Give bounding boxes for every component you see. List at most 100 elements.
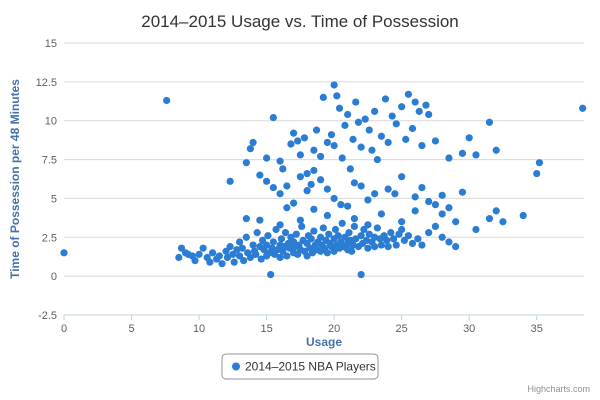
- data-point[interactable]: [226, 177, 234, 185]
- data-point[interactable]: [334, 232, 342, 240]
- data-point[interactable]: [276, 190, 284, 198]
- data-point[interactable]: [330, 81, 338, 89]
- data-point[interactable]: [242, 233, 250, 241]
- data-point[interactable]: [458, 149, 467, 157]
- data-point[interactable]: [414, 235, 422, 243]
- data-point[interactable]: [345, 229, 353, 237]
- data-point[interactable]: [418, 141, 426, 150]
- data-point[interactable]: [325, 230, 333, 238]
- data-point[interactable]: [310, 227, 318, 235]
- data-point[interactable]: [392, 120, 400, 128]
- data-point[interactable]: [276, 221, 284, 229]
- data-point[interactable]: [411, 98, 419, 106]
- data-point[interactable]: [492, 146, 500, 154]
- data-point[interactable]: [485, 118, 494, 126]
- data-point[interactable]: [458, 188, 467, 196]
- data-point[interactable]: [384, 138, 392, 147]
- data-point[interactable]: [392, 241, 400, 249]
- data-point[interactable]: [411, 207, 419, 215]
- data-point[interactable]: [242, 215, 250, 223]
- data-point[interactable]: [398, 103, 406, 111]
- data-point[interactable]: [303, 252, 311, 260]
- data-point[interactable]: [384, 243, 392, 251]
- data-point[interactable]: [452, 243, 460, 251]
- data-point[interactable]: [371, 107, 379, 115]
- data-point[interactable]: [258, 236, 267, 244]
- data-point[interactable]: [199, 244, 207, 252]
- data-point[interactable]: [317, 176, 325, 184]
- data-point[interactable]: [246, 253, 254, 262]
- data-point[interactable]: [262, 154, 271, 162]
- data-point[interactable]: [331, 225, 340, 234]
- data-point[interactable]: [381, 95, 390, 103]
- data-point[interactable]: [310, 146, 318, 154]
- data-point[interactable]: [262, 177, 271, 185]
- data-point[interactable]: [283, 182, 291, 190]
- data-point[interactable]: [215, 252, 223, 260]
- data-point[interactable]: [317, 152, 325, 161]
- data-point[interactable]: [338, 154, 346, 162]
- data-point[interactable]: [354, 118, 363, 126]
- data-point[interactable]: [298, 222, 306, 231]
- data-point[interactable]: [323, 211, 331, 220]
- data-point[interactable]: [346, 165, 354, 173]
- data-point[interactable]: [418, 241, 426, 249]
- data-point[interactable]: [269, 238, 277, 246]
- data-point[interactable]: [533, 169, 541, 178]
- data-point[interactable]: [391, 190, 399, 198]
- data-point[interactable]: [60, 249, 68, 257]
- data-point[interactable]: [283, 204, 291, 212]
- data-point[interactable]: [269, 183, 277, 192]
- data-point[interactable]: [408, 239, 417, 248]
- data-point[interactable]: [438, 233, 446, 241]
- data-point[interactable]: [404, 232, 413, 240]
- data-point[interactable]: [341, 121, 349, 129]
- data-point[interactable]: [206, 258, 214, 266]
- data-point[interactable]: [175, 253, 183, 262]
- data-point[interactable]: [362, 236, 371, 244]
- data-point[interactable]: [472, 225, 480, 234]
- data-point[interactable]: [262, 241, 271, 249]
- data-point[interactable]: [445, 204, 453, 212]
- data-point[interactable]: [323, 185, 331, 193]
- data-point[interactable]: [350, 215, 358, 223]
- data-point[interactable]: [303, 187, 311, 195]
- data-point[interactable]: [418, 183, 426, 192]
- data-point[interactable]: [338, 219, 346, 227]
- data-point[interactable]: [371, 190, 379, 198]
- data-point[interactable]: [349, 135, 357, 143]
- data-point[interactable]: [344, 110, 352, 119]
- data-point[interactable]: [226, 243, 234, 251]
- data-point[interactable]: [492, 207, 500, 215]
- data-point[interactable]: [323, 249, 331, 257]
- data-point[interactable]: [267, 270, 275, 279]
- data-point[interactable]: [373, 224, 381, 232]
- data-point[interactable]: [269, 114, 277, 122]
- data-point[interactable]: [408, 124, 417, 133]
- data-point[interactable]: [208, 249, 217, 257]
- data-point[interactable]: [223, 253, 232, 262]
- data-point[interactable]: [387, 229, 395, 237]
- data-point[interactable]: [388, 112, 396, 120]
- data-point[interactable]: [499, 218, 507, 226]
- data-point[interactable]: [235, 238, 244, 246]
- data-point[interactable]: [383, 236, 391, 244]
- data-point[interactable]: [327, 131, 336, 139]
- credits-link[interactable]: Highcharts.com: [527, 384, 590, 394]
- data-point[interactable]: [195, 250, 203, 258]
- data-point[interactable]: [303, 169, 311, 178]
- data-point[interactable]: [352, 235, 360, 243]
- data-point[interactable]: [452, 218, 460, 226]
- data-point[interactable]: [445, 238, 453, 246]
- data-point[interactable]: [287, 140, 295, 148]
- data-point[interactable]: [256, 216, 264, 224]
- data-point[interactable]: [415, 107, 423, 115]
- data-point[interactable]: [431, 222, 440, 231]
- data-point[interactable]: [296, 216, 304, 224]
- data-point[interactable]: [177, 244, 186, 252]
- data-point[interactable]: [253, 229, 261, 237]
- data-point[interactable]: [371, 233, 379, 241]
- data-point[interactable]: [431, 137, 440, 145]
- data-point[interactable]: [425, 197, 433, 206]
- data-point[interactable]: [246, 145, 254, 153]
